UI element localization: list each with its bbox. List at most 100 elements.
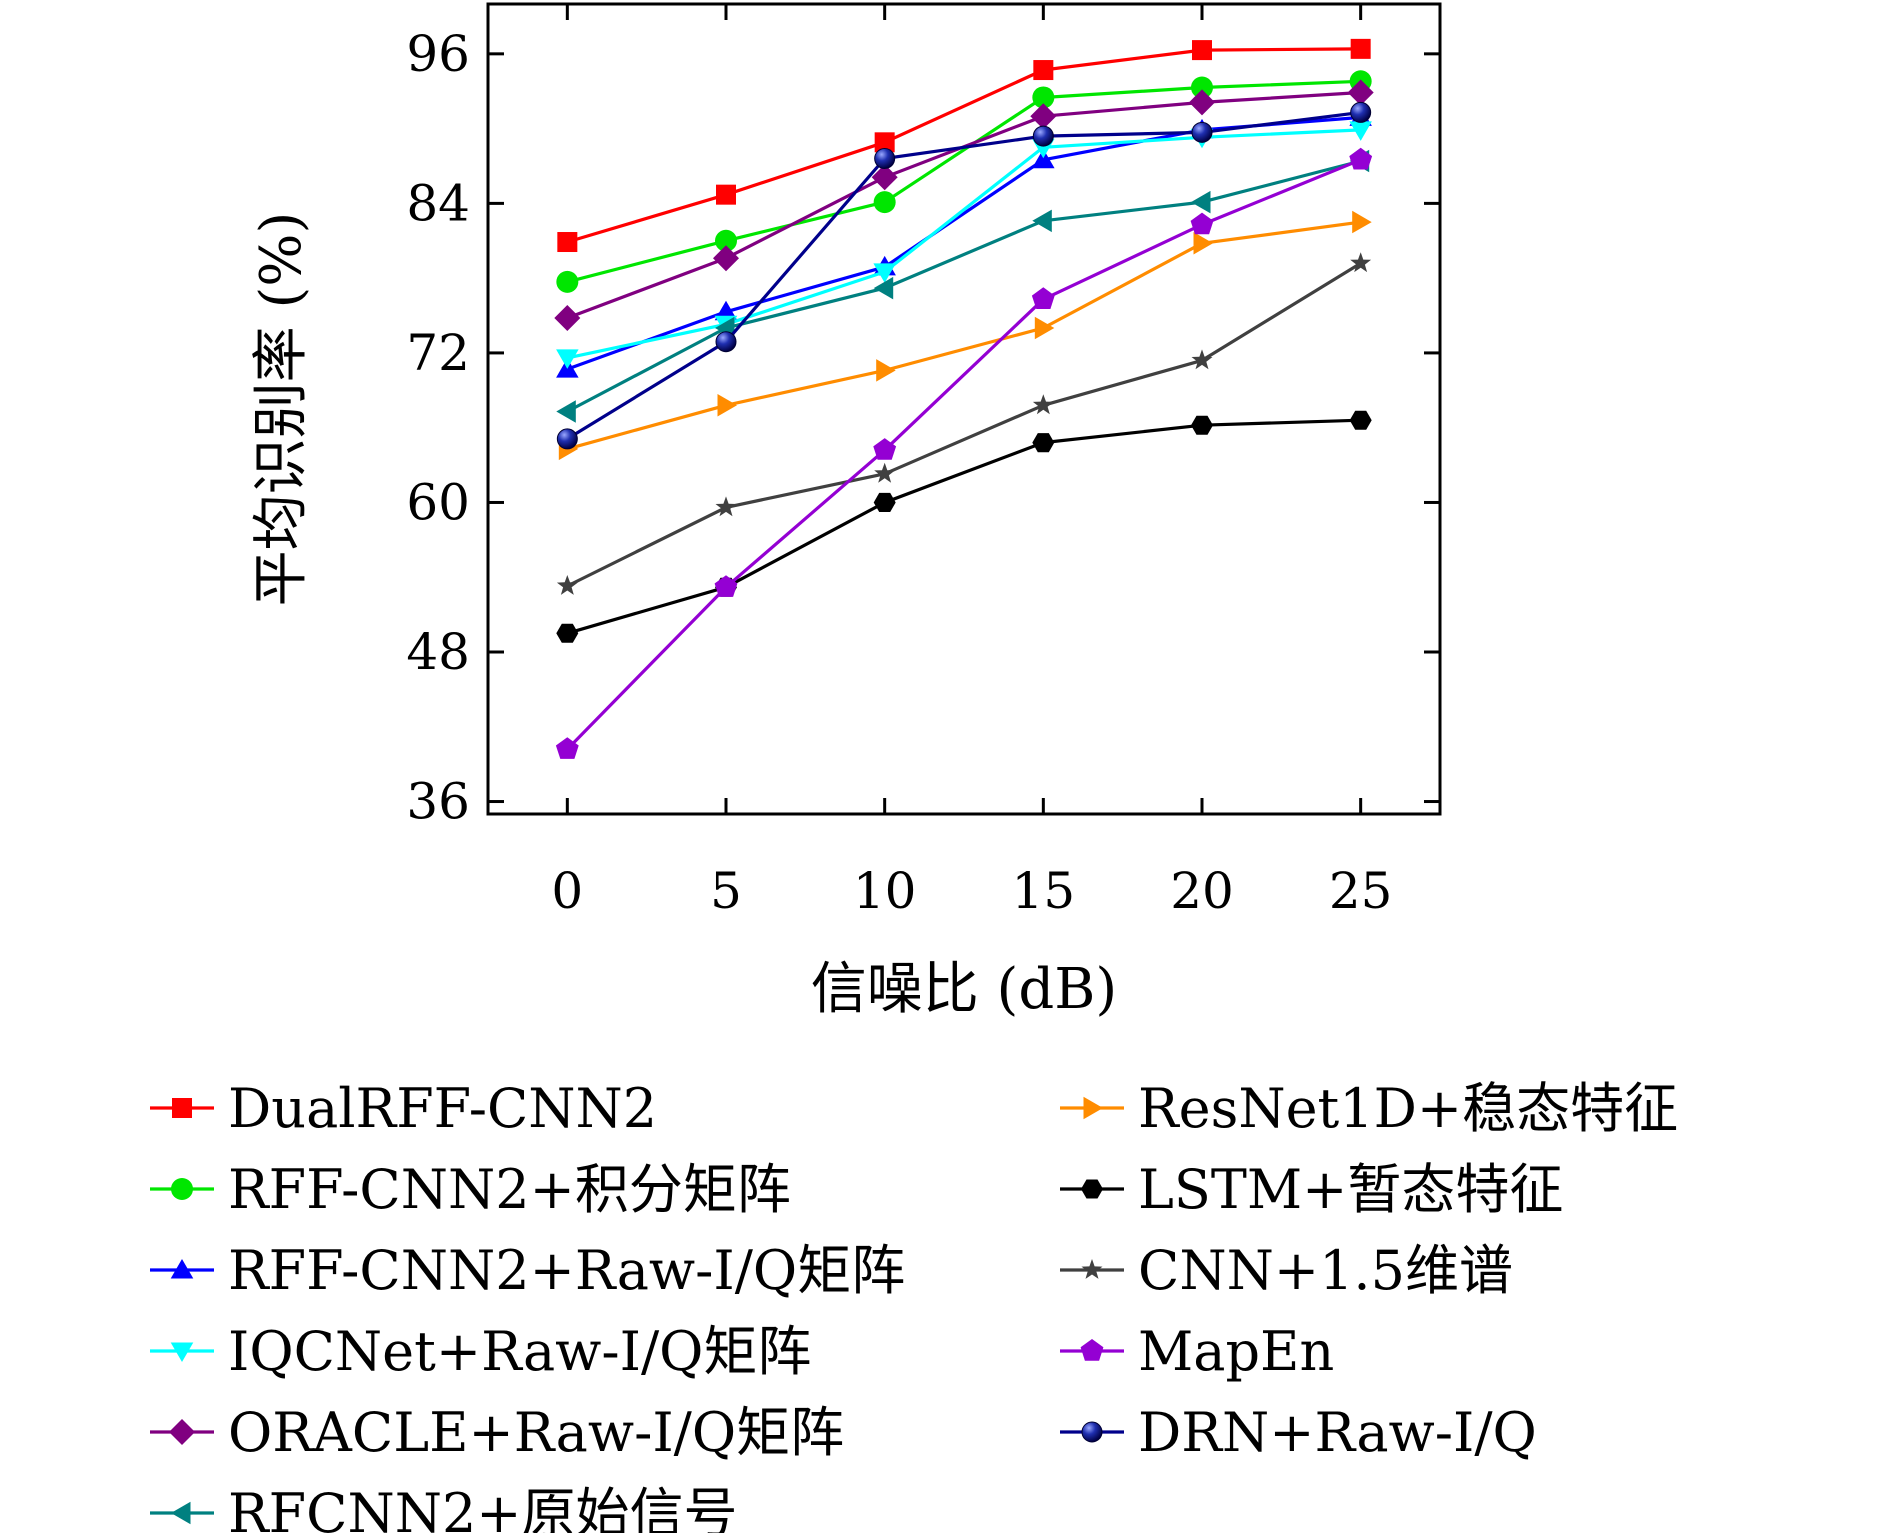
legend-item: RFCNN2+原始信号 <box>150 1482 738 1533</box>
data-point <box>1189 89 1215 116</box>
data-point <box>874 148 896 170</box>
data-point <box>713 245 739 272</box>
data-point <box>717 394 737 417</box>
legend-marker <box>1080 1339 1104 1361</box>
legend-item: ORACLE+Raw-I/Q矩阵 <box>150 1401 844 1464</box>
data-point <box>876 359 896 382</box>
series-10 <box>555 147 1373 759</box>
legend-item: CNN+1.5维谱 <box>1060 1239 1513 1302</box>
x-tick-label: 15 <box>1012 862 1076 920</box>
legend-marker <box>1083 1096 1103 1120</box>
legend-label: RFF-CNN2+Raw-I/Q矩阵 <box>228 1239 905 1302</box>
legend: DualRFF-CNN2 RFF-CNN2+积分矩阵 RFF-CNN2+Raw-I/… <box>150 1077 1678 1533</box>
axes: 36 48 60 72 84 96 0 5 10 15 20 25 信噪比 (dB) 平均识别率 (%) <box>249 2 1442 1022</box>
data-point <box>1191 190 1211 214</box>
data-point <box>554 305 581 331</box>
data-point <box>715 496 737 517</box>
y-axis-title: 平均识别率 (%) <box>249 212 314 607</box>
legend-item: IQCNet+Raw-I/Q矩阵 <box>150 1320 811 1383</box>
legend-marker <box>1081 1179 1103 1199</box>
data-point <box>1191 121 1213 143</box>
plot-area <box>554 38 1374 759</box>
legend-item: RFF-CNN2+积分矩阵 <box>150 1158 791 1221</box>
legend-item: DualRFF-CNN2 <box>150 1077 657 1140</box>
data-point <box>1347 79 1374 106</box>
legend-marker <box>1081 1421 1103 1443</box>
series-2 <box>556 70 1372 293</box>
data-point <box>556 575 578 595</box>
y-tick-label: 48 <box>406 623 470 681</box>
x-axis-title: 信噪比 (dB) <box>811 957 1118 1022</box>
legend-label: IQCNet+Raw-I/Q矩阵 <box>228 1320 811 1383</box>
series-line <box>566 47 1361 244</box>
data-point <box>1193 232 1213 255</box>
data-point <box>871 164 898 191</box>
data-point <box>556 623 579 643</box>
data-point <box>1349 147 1373 170</box>
data-point <box>714 300 738 321</box>
series-6 <box>556 149 1370 423</box>
data-point <box>1350 38 1371 59</box>
data-point <box>556 428 578 450</box>
data-point <box>1032 209 1052 233</box>
y-tick-label: 84 <box>406 174 470 232</box>
series-line <box>566 261 1362 588</box>
legend-label: DualRFF-CNN2 <box>228 1077 657 1140</box>
x-tick-label: 5 <box>710 862 742 920</box>
data-point <box>1032 433 1055 453</box>
data-point <box>714 575 738 597</box>
x-tick-label: 25 <box>1329 862 1393 920</box>
plot-frame <box>486 2 1442 816</box>
data-point <box>556 349 579 369</box>
series-8 <box>556 410 1372 643</box>
y-tick-label: 72 <box>406 324 470 382</box>
legend-item: ResNet1D+稳态特征 <box>1060 1077 1678 1140</box>
legend-label: ORACLE+Raw-I/Q矩阵 <box>228 1401 844 1464</box>
data-point <box>1191 76 1213 99</box>
series-1 <box>557 38 1371 253</box>
legend-marker <box>170 1342 194 1362</box>
x-tick-label: 0 <box>551 862 583 920</box>
data-point <box>557 232 578 253</box>
x-tick-label: 20 <box>1170 862 1234 920</box>
y-tick-label: 36 <box>406 773 470 831</box>
data-point <box>716 184 736 205</box>
data-point <box>873 263 896 283</box>
legend-label: ResNet1D+稳态特征 <box>1138 1077 1678 1140</box>
data-point <box>873 276 894 300</box>
data-point <box>1030 103 1057 130</box>
data-point <box>715 229 737 252</box>
legend-item: DRN+Raw-I/Q <box>1060 1401 1537 1464</box>
legend-item: RFF-CNN2+Raw-I/Q矩阵 <box>150 1239 905 1302</box>
data-point <box>555 737 579 759</box>
data-point <box>1349 121 1372 141</box>
legend-item: MapEn <box>1060 1320 1334 1383</box>
series-line <box>566 79 1361 284</box>
data-point <box>715 331 737 353</box>
legend-marker <box>171 1178 193 1200</box>
data-point <box>1031 287 1055 309</box>
legend-marker <box>1081 1259 1103 1279</box>
y-tick-label: 96 <box>406 25 470 83</box>
legend-label: DRN+Raw-I/Q <box>1138 1401 1537 1464</box>
data-point <box>1349 410 1372 430</box>
data-point <box>1033 60 1054 81</box>
series-line <box>566 128 1361 360</box>
data-point <box>873 438 897 460</box>
data-point <box>556 400 576 423</box>
legend-marker <box>171 1501 191 1525</box>
data-point <box>873 492 896 512</box>
series-line <box>566 159 1362 413</box>
data-point <box>1352 210 1372 234</box>
series-line <box>566 158 1362 751</box>
data-point <box>1032 148 1055 169</box>
data-point <box>874 132 895 153</box>
data-point <box>874 462 896 483</box>
data-point <box>873 191 896 214</box>
data-point <box>1192 40 1212 61</box>
data-point <box>1190 212 1214 235</box>
y-tick-label: 60 <box>406 473 470 531</box>
data-point <box>556 270 579 293</box>
legend-item: LSTM+暂态特征 <box>1060 1158 1563 1221</box>
